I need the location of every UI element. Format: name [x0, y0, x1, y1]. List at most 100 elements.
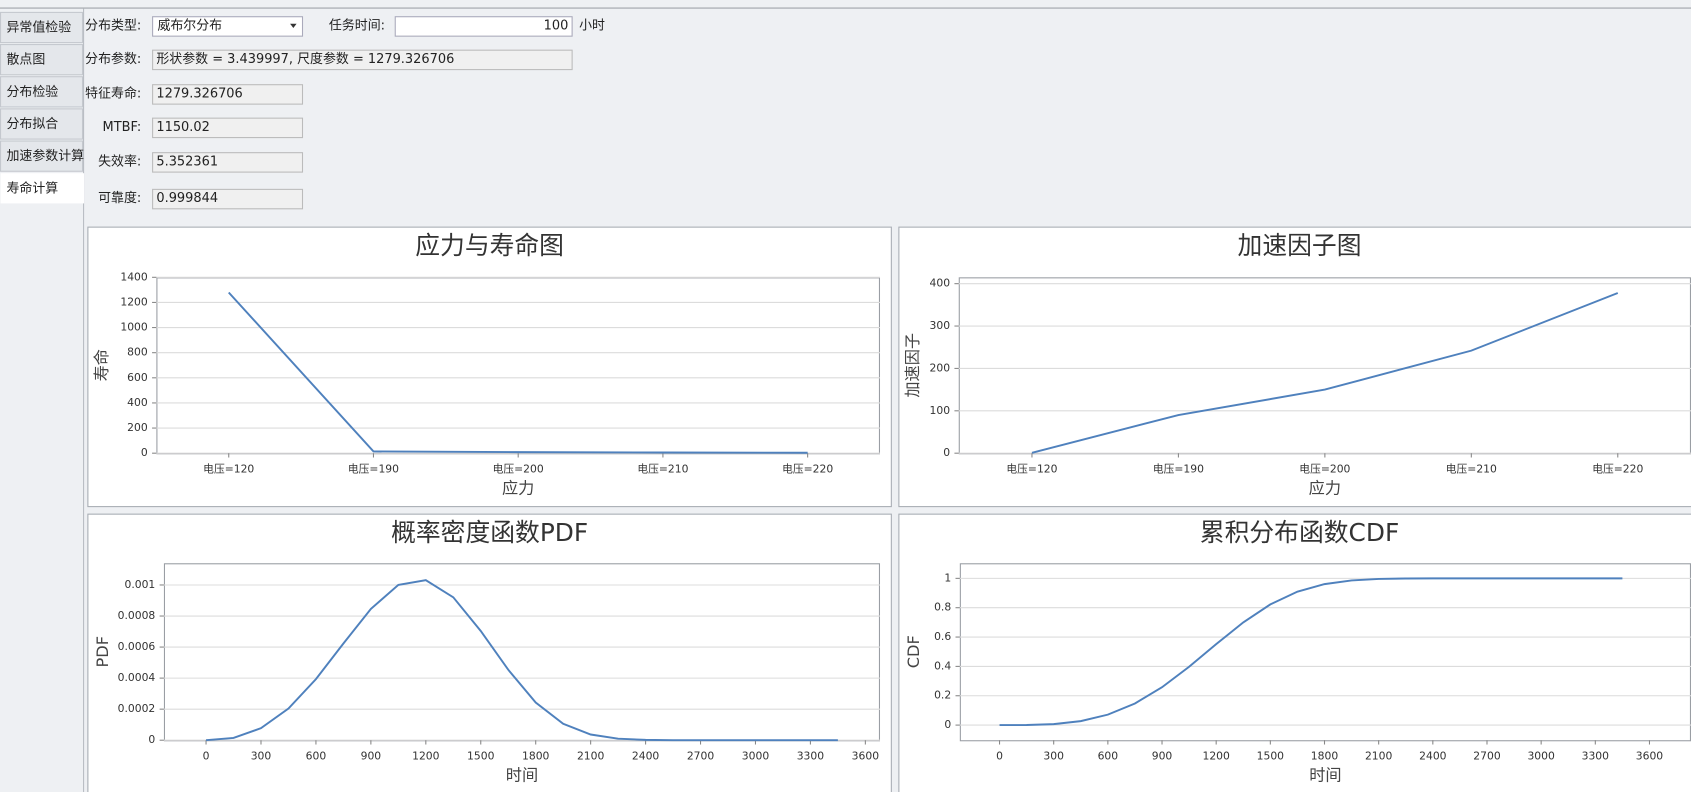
y-tick-label: 800: [127, 346, 148, 359]
data-line: [205, 579, 838, 742]
tab[interactable]: [0, 108, 84, 140]
chart: 加速因子图 0 100 200 300 400 电压=120 电压=190 电压=200 电压=2…: [898, 226, 1691, 508]
y-tick-label: 0: [141, 446, 148, 459]
chart: 累积分布函数CDF 0 0.2 0.4 0.6 0.8 1 0 300 600 900 1200 150…: [898, 513, 1691, 792]
x-tick-label: 2100: [577, 749, 605, 762]
y-tick-label: 0.001: [124, 578, 155, 591]
x-tick-label: 1200: [1202, 749, 1230, 762]
field-value: 1279.326706: [156, 86, 242, 101]
x-tick-label: 电压=220: [1592, 462, 1643, 475]
x-tick-label: 2400: [632, 749, 660, 762]
dropdown-arrow: [290, 23, 297, 29]
chart: 概率密度函数PDF 0 0.0002 0.0004 0.0006 0.0008 0.001 0…: [87, 513, 892, 792]
x-tick-label: 电压=200: [1299, 462, 1350, 475]
tab[interactable]: [0, 76, 84, 108]
y-tick-label: 600: [127, 371, 148, 384]
data-line: [999, 577, 1623, 727]
y-tick-label: 0.8: [934, 601, 951, 614]
y-tick-label: 100: [930, 404, 951, 417]
tab-label: 加速参数计算: [6, 148, 84, 164]
field-label: 分布类型:: [85, 18, 141, 33]
dropdown[interactable]: [152, 16, 304, 37]
x-tick-label: 900: [361, 749, 382, 762]
field-label: 可靠度:: [98, 190, 141, 206]
x-tick-label: 2400: [1419, 749, 1447, 762]
field-label: 分布参数:: [85, 51, 141, 67]
x-tick-label: 电压=120: [203, 462, 254, 475]
x-tick-label: 1800: [522, 749, 550, 762]
x-tick-label: 0: [203, 749, 210, 762]
y-tick-label: 0.6: [934, 630, 951, 643]
y-tick-label: 0: [944, 718, 951, 731]
field-label: MTBF:: [103, 120, 142, 135]
unit-label: 小时: [579, 18, 605, 33]
x-tick-label: 2700: [687, 749, 715, 762]
y-tick-label: 0.0008: [118, 609, 156, 622]
x-tick-label: 1500: [467, 749, 495, 762]
chart-title: 应力与寿命图: [415, 231, 564, 260]
field-value: 1150.02: [156, 120, 209, 135]
tab[interactable]: [0, 11, 84, 44]
plot-area: [958, 277, 1691, 455]
chart-title: 加速因子图: [1238, 231, 1362, 260]
y-tick-label: 400: [930, 277, 951, 290]
y-tick-label: 200: [127, 421, 148, 434]
x-tick-label: 电压=190: [1153, 462, 1204, 475]
readonly-field: [152, 49, 573, 71]
x-tick-label: 3000: [742, 749, 770, 762]
x-axis-label: 时间: [506, 765, 538, 784]
tab[interactable]: [0, 44, 84, 76]
x-tick-label: 电压=200: [493, 462, 544, 475]
input-value: 100: [544, 18, 569, 33]
chart-title: 累积分布函数CDF: [1200, 518, 1399, 547]
readonly-field: [152, 152, 304, 173]
x-tick-label: 电压=220: [782, 462, 833, 475]
x-tick-label: 电压=120: [1006, 462, 1057, 475]
y-tick-label: 400: [127, 396, 148, 409]
plot-area: [156, 277, 881, 455]
x-tick-label: 1800: [1311, 749, 1339, 762]
y-axis-label: 加速因子: [903, 333, 922, 398]
tab-label: 寿命计算: [6, 180, 58, 196]
x-tick-label: 电压=210: [1446, 462, 1497, 475]
readonly-field: [152, 84, 304, 105]
x-tick-label: 1200: [412, 749, 440, 762]
y-tick-label: 200: [930, 361, 951, 374]
y-tick-label: 0.4: [934, 659, 951, 672]
x-tick-label: 3600: [852, 749, 880, 762]
plot-area: [163, 563, 881, 742]
field-value: 形状参数 = 3.439997, 尺度参数 = 1279.326706: [156, 51, 454, 67]
text-input[interactable]: [394, 16, 573, 37]
y-tick-label: 0: [943, 446, 950, 459]
x-tick-label: 1500: [1257, 749, 1285, 762]
y-axis-label: CDF: [904, 635, 923, 668]
y-tick-label: 0.0006: [118, 640, 156, 653]
tab[interactable]: [0, 140, 84, 172]
field-value: 0.999844: [156, 191, 218, 206]
data-line: [1031, 292, 1619, 454]
y-tick-label: 1400: [120, 270, 148, 283]
chart-title: 概率密度函数PDF: [391, 518, 588, 547]
dropdown-value: 威布尔分布: [157, 18, 222, 33]
field-value: 5.352361: [156, 154, 218, 169]
x-tick-label: 电压=210: [637, 462, 688, 475]
y-tick-label: 0.2: [934, 689, 951, 702]
field-label: 特征寿命:: [85, 85, 141, 101]
readonly-field: [152, 117, 304, 139]
x-tick-label: 3300: [1582, 749, 1610, 762]
field-label: 失效率:: [98, 153, 141, 169]
x-tick-label: 0: [996, 749, 1003, 762]
y-axis-label: 寿命: [92, 349, 111, 381]
chart: 应力与寿命图 0 200 400 600 800 1000 1200 1400 电压=120 电压=…: [87, 226, 892, 508]
form: 分布类型: 威布尔分布 任务时间: 100 小时 分布参数: 形状参数 = 3.…: [85, 16, 605, 210]
x-axis-label: 应力: [1309, 478, 1341, 497]
x-tick-label: 电压=190: [348, 462, 399, 475]
field-label: 任务时间:: [329, 17, 385, 33]
x-tick-label: 3300: [797, 749, 825, 762]
y-tick-label: 1: [944, 571, 951, 584]
x-tick-label: 2100: [1365, 749, 1393, 762]
x-tick-label: 3600: [1636, 749, 1664, 762]
tab-active[interactable]: [0, 173, 85, 204]
x-tick-label: 600: [1098, 749, 1119, 762]
